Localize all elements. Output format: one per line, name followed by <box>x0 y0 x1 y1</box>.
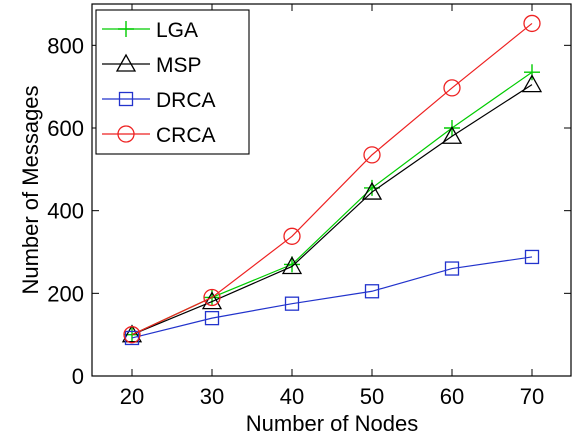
y-tick-label: 200 <box>47 281 84 306</box>
data-point-drca <box>284 296 300 311</box>
data-point-crca <box>443 79 461 97</box>
x-tick-label: 30 <box>200 384 224 409</box>
data-point-msp <box>121 324 143 343</box>
series-drca <box>124 249 540 346</box>
x-tick-label: 20 <box>120 384 144 409</box>
x-tick-label: 60 <box>440 384 464 409</box>
data-point-msp <box>441 125 463 144</box>
y-tick-label: 600 <box>47 116 84 141</box>
x-tick-label: 40 <box>280 384 304 409</box>
data-point-drca <box>204 310 220 326</box>
y-axis-label: Number of Messages <box>18 85 43 294</box>
x-tick-label: 50 <box>360 384 384 409</box>
data-point-msp <box>521 74 543 93</box>
series-msp <box>121 74 543 343</box>
y-tick-label: 400 <box>47 199 84 224</box>
data-point-msp <box>281 256 303 275</box>
series-line-crca <box>131 22 533 336</box>
data-point-crca <box>363 146 381 164</box>
data-point-crca <box>283 227 301 245</box>
legend-marker-drca <box>118 91 134 107</box>
data-point-drca <box>124 330 140 346</box>
legend-marker-crca <box>117 125 135 143</box>
legend-marker-lga <box>118 21 134 37</box>
data-point-msp <box>361 181 383 200</box>
legend-label-drca: DRCA <box>156 89 216 112</box>
y-tick-label: 0 <box>72 364 84 389</box>
legend-label-crca: CRCA <box>156 124 216 147</box>
legend-marker-msp <box>115 53 137 72</box>
data-point-crca <box>203 288 221 307</box>
legend-label-lga: LGA <box>156 19 198 42</box>
data-point-lga <box>524 64 540 81</box>
legend: LGA MSP DRCA CRCA <box>95 9 250 155</box>
series-line-drca <box>131 256 533 339</box>
data-point-lga <box>284 256 300 273</box>
data-point-drca <box>524 249 540 265</box>
y-tick-label: 800 <box>47 33 84 58</box>
data-point-msp <box>201 291 223 310</box>
series-crca <box>123 14 541 344</box>
data-point-crca <box>123 326 141 344</box>
data-point-drca <box>444 261 460 276</box>
data-point-drca <box>364 284 380 299</box>
legend-box <box>95 9 250 155</box>
x-tick-label: 70 <box>520 384 544 409</box>
plot-frame <box>91 3 572 377</box>
x-axis-label: Number of Nodes <box>246 411 418 436</box>
legend-label-msp: MSP <box>156 54 202 77</box>
data-point-crca <box>523 14 541 33</box>
series-line-msp <box>131 84 533 336</box>
